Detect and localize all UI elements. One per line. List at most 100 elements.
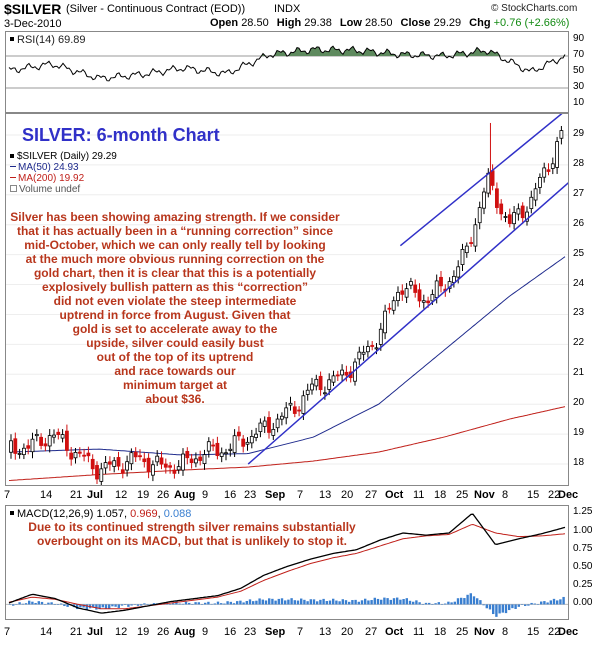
x-axis-label: 20: [341, 626, 354, 638]
x-axis-label: Sep: [265, 626, 286, 638]
candle-body: [17, 453, 22, 455]
candle-body: [464, 245, 469, 254]
candle-body: [176, 466, 181, 471]
annotation-line: upside, silver could easily bust: [86, 336, 264, 350]
ma50-line: [8, 256, 566, 456]
price-tick-label: 28: [573, 157, 585, 169]
candle-body: [555, 141, 559, 168]
macd-histogram-bar: [501, 604, 504, 613]
x-axis-label: 22: [548, 626, 561, 638]
high-value: 29.38: [304, 17, 332, 29]
macd-legend-signal: 0.969: [130, 508, 158, 520]
x-axis-label: Dec: [558, 489, 579, 501]
macd-histogram-bar: [258, 598, 261, 605]
macd-legend-hist: 0.088: [163, 508, 192, 520]
macd-histogram-bar: [76, 604, 79, 610]
macd-histogram-bar: [108, 604, 111, 609]
macd-histogram-bar: [469, 593, 472, 605]
x-axis-label: 22: [548, 489, 561, 501]
macd-histogram-bar: [303, 599, 306, 605]
candle-body: [314, 378, 319, 387]
candle-body: [202, 454, 207, 464]
macd-histogram-bar: [255, 600, 258, 605]
macd-histogram-bar: [338, 601, 341, 605]
macd-histogram-bar: [18, 602, 21, 605]
candle-body: [533, 188, 538, 201]
candle-body: [396, 291, 400, 301]
macd-histogram-bar: [34, 602, 37, 605]
x-axis-label: 12: [115, 626, 128, 638]
macd-histogram-bar: [424, 602, 428, 605]
price-tick-label: 22: [573, 337, 585, 349]
macd-histogram-bar: [50, 602, 53, 605]
candle-body: [292, 406, 297, 414]
x-axis-label: Aug: [174, 489, 196, 501]
macd-histogram-bar: [79, 604, 82, 608]
exchange-label: INDX: [274, 3, 301, 15]
macd-histogram-bar: [322, 598, 325, 605]
rsi-tick-label: 90: [573, 33, 585, 44]
macd-histogram-bar: [520, 604, 524, 605]
macd-histogram-bar: [47, 602, 50, 605]
price-tick-label: 26: [573, 217, 585, 229]
macd-histogram-bar: [172, 603, 175, 605]
candle-body: [65, 430, 69, 451]
macd-histogram-bar: [130, 604, 133, 606]
rsi-overbought-fill: [9, 46, 565, 56]
candle-body: [550, 163, 555, 169]
macd-histogram-bar: [408, 600, 412, 605]
macd-histogram-bar: [373, 597, 376, 605]
macd-tick-label: 0.25: [573, 579, 593, 591]
trendline-lower: [247, 182, 568, 465]
price-tick-label: 25: [573, 247, 585, 259]
price-tick-label: 18: [573, 457, 585, 469]
macd-histogram-bar: [213, 603, 216, 605]
macd-histogram-bar: [559, 599, 562, 605]
annotation-line: at the much more obvious running correct…: [25, 252, 325, 266]
macd-histogram-bar: [514, 604, 517, 609]
macd-histogram-bar: [181, 603, 184, 605]
high-label: High: [276, 17, 302, 29]
candle-body: [159, 457, 164, 465]
macd-histogram-bar: [197, 602, 200, 605]
annotation-line: minimum target at: [122, 378, 227, 392]
macd-histogram-bar: [280, 598, 284, 605]
candle-body: [370, 345, 375, 347]
macd-histogram-bar: [552, 598, 556, 605]
macd-histogram-bar: [444, 603, 447, 605]
legend-ma50-text: MA(50) 24.93: [18, 162, 79, 173]
candle-body: [116, 457, 121, 467]
chart-date: 3-Dec-2010: [4, 18, 62, 30]
x-axis-label: 27: [365, 489, 378, 501]
macd-histogram-bar: [405, 598, 408, 605]
candle-body: [262, 420, 267, 427]
macd-tick-label: 1.00: [573, 524, 593, 536]
candle-body: [60, 434, 65, 439]
macd-histogram-bar: [24, 603, 28, 605]
macd-histogram-bar: [239, 600, 242, 605]
macd-plot: [6, 513, 568, 617]
macd-histogram-bar: [175, 601, 178, 605]
candle-body: [477, 207, 482, 224]
open-label: Open: [210, 17, 239, 29]
x-axis-label: 25: [456, 489, 469, 501]
candle-body: [490, 170, 495, 186]
macd-histogram-bar: [277, 598, 280, 605]
macd-histogram-bar: [290, 598, 293, 605]
macd-histogram-bar: [460, 597, 463, 605]
candle-body: [155, 455, 160, 463]
candle-body: [456, 266, 461, 278]
legend-price-text: $SILVER (Daily) 29.29: [17, 151, 117, 162]
annotation-line: about $36.: [145, 392, 205, 406]
macd-panel: MACD(12,26,9) 1.057, 0.969, 0.088 Due to…: [5, 505, 569, 620]
macd-histogram-bar: [242, 602, 245, 605]
candle-body: [52, 434, 56, 438]
price-plot: [6, 114, 568, 485]
macd-histogram-bar: [312, 599, 316, 605]
open-value: 28.50: [241, 17, 269, 29]
price-tick-label: 24: [573, 277, 585, 289]
x-axis-label: Sep: [265, 489, 286, 501]
candle-body: [275, 418, 280, 429]
macd-histogram-bar: [300, 598, 303, 605]
macd-histogram-bar: [476, 598, 479, 605]
